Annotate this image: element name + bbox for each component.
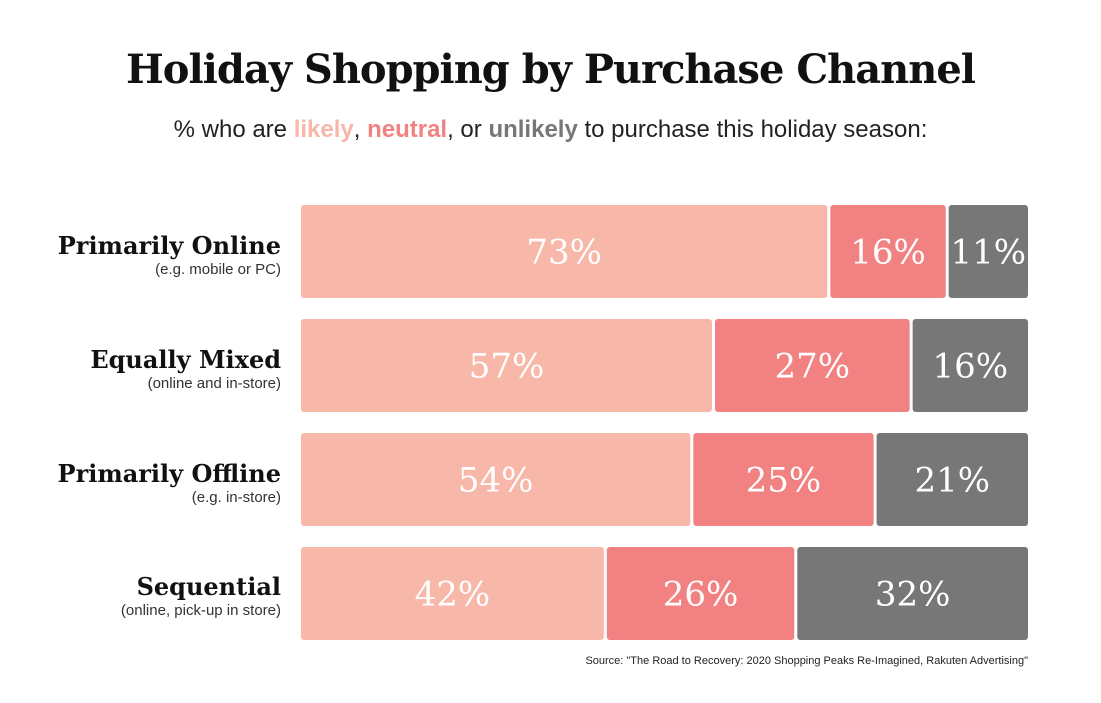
row-label-note: (e.g. mobile or PC) <box>155 261 281 278</box>
row-label-primarily-online: Primarily Online (e.g. mobile or PC) <box>0 231 281 279</box>
bar-value-label: 32% <box>875 575 951 615</box>
bar-segment-neutral <box>714 319 910 412</box>
row-label-sequential: Sequential (online, pick-up in store) <box>0 572 281 620</box>
bar-segment-likely <box>301 433 691 526</box>
bar-value-label: 21% <box>915 461 991 501</box>
row-label-equally-mixed: Equally Mixed (online and in-store) <box>0 345 281 393</box>
row-label-note: (online, pick-up in store) <box>120 602 281 619</box>
bar-value-label: 16% <box>850 233 926 273</box>
bar-value-label: 25% <box>746 461 822 501</box>
bar-value-label: 16% <box>933 347 1009 387</box>
subtitle-likely: likely <box>293 116 354 143</box>
bar-segment-neutral <box>693 433 874 526</box>
row-label-note: (online and in-store) <box>147 375 281 392</box>
bar-value-label: 73% <box>526 233 602 273</box>
bar-segment-unlikely <box>797 547 1028 640</box>
row-label-main: Primarily Online <box>57 231 281 260</box>
row-label-main: Sequential <box>136 572 281 601</box>
bar-value-label: 26% <box>663 575 739 615</box>
row-label-main: Primarily Offline <box>57 459 281 488</box>
bar-segment-unlikely <box>948 205 1028 298</box>
subtitle-prefix: % who are <box>173 116 294 143</box>
subtitle-unlikely: unlikely <box>488 116 578 143</box>
row-label-main: Equally Mixed <box>90 345 281 374</box>
bar-value-label: 27% <box>775 347 851 387</box>
chart-title: Holiday Shopping by Purchase Channel <box>126 46 976 93</box>
bar-segment-likely <box>301 547 604 640</box>
bar-segment-unlikely <box>876 433 1028 526</box>
bar-value-label: 42% <box>415 575 491 615</box>
bar-value-label: 11% <box>951 233 1027 273</box>
bar-value-label: 57% <box>469 347 545 387</box>
source-note: Source: "The Road to Recovery: 2020 Shop… <box>585 655 1028 667</box>
bar-segment-neutral <box>830 205 946 298</box>
subtitle-neutral: neutral <box>367 116 448 143</box>
subtitle-suffix: to purchase this holiday season: <box>577 116 928 143</box>
subtitle-sep1: , <box>353 116 368 143</box>
bar-segment-unlikely <box>912 319 1028 412</box>
row-label-note: (e.g. in-store) <box>191 489 281 506</box>
bar-segment-likely <box>301 205 828 298</box>
bar-value-label: 54% <box>458 461 534 501</box>
row-label-primarily-offline: Primarily Offline (e.g. in-store) <box>0 459 281 507</box>
chart-subtitle: % who are likely, neutral, or unlikely t… <box>0 116 1101 144</box>
bar-segment-neutral <box>606 547 795 640</box>
bar-segment-likely <box>301 319 712 412</box>
subtitle-sep2: , or <box>447 116 489 143</box>
